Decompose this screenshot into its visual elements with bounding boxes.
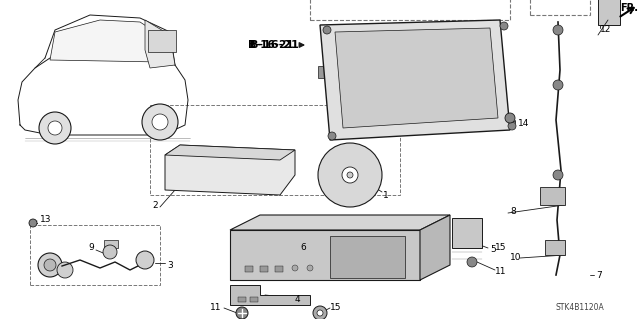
Circle shape: [342, 167, 358, 183]
Text: 15: 15: [330, 302, 342, 311]
Circle shape: [313, 306, 327, 319]
Circle shape: [467, 257, 477, 267]
Circle shape: [328, 132, 336, 140]
Circle shape: [500, 22, 508, 30]
Text: B-16-21: B-16-21: [248, 40, 294, 50]
Circle shape: [39, 112, 71, 144]
Circle shape: [318, 143, 382, 207]
Circle shape: [553, 80, 563, 90]
Text: 2: 2: [152, 201, 157, 210]
Circle shape: [553, 243, 563, 253]
Text: 4: 4: [295, 294, 301, 303]
Text: 11: 11: [495, 268, 506, 277]
Polygon shape: [165, 145, 295, 195]
Bar: [104, 240, 118, 248]
Bar: [310, 0, 510, 20]
Polygon shape: [420, 215, 450, 280]
Bar: [245, 266, 253, 272]
Text: FR.: FR.: [620, 3, 638, 13]
Circle shape: [508, 122, 516, 130]
Circle shape: [323, 26, 331, 34]
Text: B-16-21: B-16-21: [250, 40, 299, 50]
Bar: [30, 225, 160, 285]
Bar: [250, 297, 258, 302]
Text: 1: 1: [383, 190, 388, 199]
Bar: [598, 0, 620, 25]
Bar: [275, 266, 283, 272]
Circle shape: [553, 170, 563, 180]
Text: 11: 11: [210, 302, 221, 311]
Circle shape: [48, 121, 62, 135]
Bar: [330, 236, 405, 278]
Polygon shape: [165, 145, 295, 160]
Polygon shape: [230, 285, 310, 305]
Text: 5: 5: [490, 246, 496, 255]
Text: 10: 10: [510, 254, 522, 263]
Circle shape: [317, 310, 323, 316]
Circle shape: [29, 219, 37, 227]
Circle shape: [347, 172, 353, 178]
Circle shape: [136, 251, 154, 269]
Circle shape: [152, 114, 168, 130]
Bar: [545, 240, 565, 255]
Circle shape: [292, 265, 298, 271]
Circle shape: [307, 265, 313, 271]
Bar: [530, 0, 590, 15]
Circle shape: [57, 262, 73, 278]
Bar: [148, 30, 176, 52]
Bar: [260, 266, 268, 272]
Bar: [230, 230, 420, 280]
Circle shape: [553, 25, 563, 35]
Text: 14: 14: [518, 118, 529, 128]
Text: 12: 12: [600, 26, 611, 34]
Polygon shape: [50, 20, 160, 62]
Circle shape: [38, 253, 62, 277]
Text: STK4B1120A: STK4B1120A: [555, 303, 604, 313]
Text: 9: 9: [88, 243, 93, 253]
Bar: [238, 297, 246, 302]
Bar: [452, 218, 482, 248]
Circle shape: [142, 104, 178, 140]
Circle shape: [103, 245, 117, 259]
Text: 3: 3: [167, 261, 173, 270]
Circle shape: [44, 259, 56, 271]
Text: 8: 8: [510, 207, 516, 217]
Text: 13: 13: [40, 216, 51, 225]
Polygon shape: [320, 20, 510, 140]
Polygon shape: [145, 20, 175, 68]
Text: 7: 7: [596, 271, 602, 279]
Bar: [540, 187, 565, 205]
Bar: [150, 105, 400, 195]
Text: 6: 6: [300, 243, 306, 253]
Circle shape: [236, 307, 248, 319]
Polygon shape: [230, 215, 450, 230]
Polygon shape: [335, 28, 498, 128]
Bar: [318, 66, 326, 78]
Text: 15: 15: [495, 243, 506, 253]
Circle shape: [505, 113, 515, 123]
